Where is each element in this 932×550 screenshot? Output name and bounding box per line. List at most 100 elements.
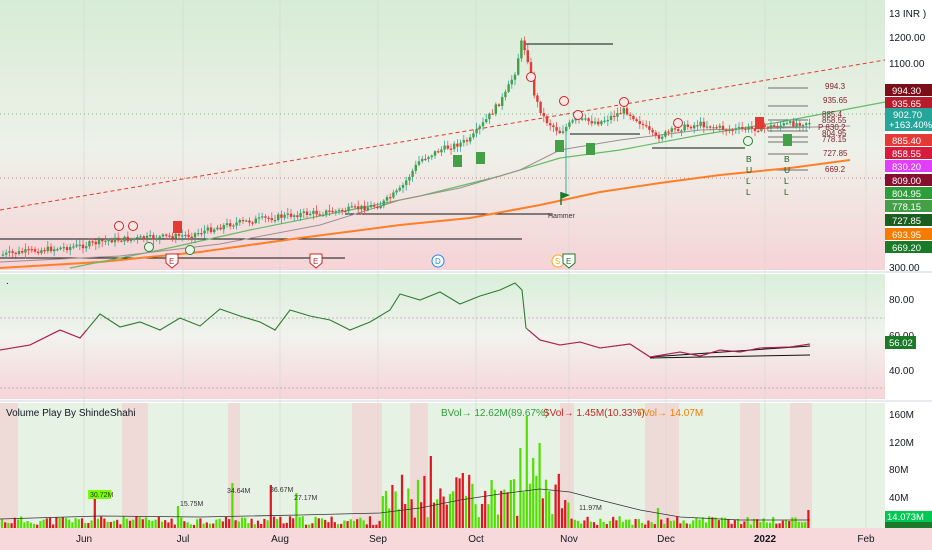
event-markers[interactable]: E E D S E [165,253,576,269]
earnings-marker[interactable]: E [309,253,323,269]
candle-body[interactable] [72,246,75,248]
candle-body[interactable] [539,101,542,114]
volume-bar[interactable] [781,520,784,528]
volume-bars[interactable] [0,416,810,528]
volume-bar[interactable] [381,496,384,528]
volume-bar[interactable] [413,517,416,528]
candle-body[interactable] [734,128,737,131]
volume-bar[interactable] [618,516,621,528]
candle-body[interactable] [449,148,453,150]
volume-bar[interactable] [429,456,432,528]
candle-body[interactable] [305,211,309,215]
volume-bar[interactable] [525,416,528,528]
volume-bar[interactable] [394,491,397,528]
volume-bar[interactable] [490,480,493,528]
candle-body[interactable] [347,206,350,212]
candle-body[interactable] [622,108,625,114]
volume-bar[interactable] [61,517,64,528]
candle-body[interactable] [805,123,808,126]
candle-body[interactable] [801,125,805,127]
volume-bar[interactable] [282,523,285,528]
candle-body[interactable] [584,118,587,120]
candle-body[interactable] [40,250,43,254]
candle-body[interactable] [645,125,648,127]
volume-bar[interactable] [164,520,167,528]
volume-bar[interactable] [576,520,580,528]
candle-body[interactable] [376,206,379,209]
volume-bar[interactable] [544,479,548,528]
candle-body[interactable] [533,74,536,96]
candle-body[interactable] [440,149,443,153]
volume-bar[interactable] [400,474,404,528]
volume-bar[interactable] [663,523,666,528]
volume-bar[interactable] [4,522,7,528]
right-price-axis[interactable]: 13 INR ) 1200.00 1100.00 300.00 994.30 93… [885,9,932,274]
volume-bar[interactable] [708,516,711,528]
volume-bar[interactable] [749,524,752,528]
candle-body[interactable] [293,215,296,217]
volume-bar[interactable] [336,524,340,528]
candle-body[interactable] [414,164,417,171]
candle-body[interactable] [139,236,142,238]
volume-bar[interactable] [100,516,103,528]
volume-bar[interactable] [404,504,407,528]
volume-bar[interactable] [39,521,42,528]
volume-bar[interactable] [256,520,260,528]
volume-bar[interactable] [349,519,352,528]
volume-bar[interactable] [186,522,189,528]
candle-body[interactable] [661,136,664,139]
volume-bar[interactable] [128,520,132,528]
candle-body[interactable] [56,249,59,251]
candle-body[interactable] [728,129,731,132]
candle-body[interactable] [24,249,27,253]
volume-bar[interactable] [468,474,471,528]
candle-body[interactable] [616,113,619,117]
candle-body[interactable] [753,128,757,131]
dashed-trendline[interactable] [0,59,886,211]
candle-body[interactable] [680,130,683,132]
candle-body[interactable] [373,205,376,207]
candle-body[interactable] [456,143,459,147]
candle-body[interactable] [97,239,101,245]
volume-bar[interactable] [68,519,71,528]
candle-body[interactable] [555,127,558,131]
volume-bar[interactable] [621,521,624,528]
volume-bar[interactable] [0,519,4,528]
candle-body[interactable] [453,143,456,150]
volume-bar[interactable] [228,519,231,528]
volume-bar[interactable] [253,524,256,528]
volume-bar[interactable] [269,485,272,528]
candle-body[interactable] [705,126,709,128]
volume-bar[interactable] [557,473,560,528]
volume-bar[interactable] [324,519,327,528]
candle-body[interactable] [37,251,40,254]
candle-body[interactable] [392,192,395,198]
candle-body[interactable] [62,247,65,249]
volume-bar[interactable] [740,524,743,528]
candle-body[interactable] [353,206,357,208]
volume-bar[interactable] [640,522,644,528]
candle-body[interactable] [677,129,680,131]
volume-bar[interactable] [58,517,61,528]
volume-bar[interactable] [138,517,141,528]
volume-bar[interactable] [653,524,656,528]
candle-body[interactable] [171,236,174,239]
volume-bar[interactable] [391,484,394,528]
candle-body[interactable] [670,128,673,132]
earnings-marker[interactable]: E [562,253,576,269]
candle-body[interactable] [606,119,609,122]
volume-bar[interactable] [541,498,544,528]
candle-body[interactable] [53,249,56,252]
volume-bar[interactable] [439,488,442,528]
candle-body[interactable] [184,234,187,237]
buy-signal-marker[interactable] [144,242,154,252]
candle-body[interactable] [398,187,401,191]
candle-body[interactable] [81,244,85,249]
volume-bar[interactable] [388,508,391,528]
candle-body[interactable] [382,200,385,206]
candle-body[interactable] [46,246,49,252]
volume-bar[interactable] [775,523,778,528]
volume-bar[interactable] [471,483,474,528]
candle-body[interactable] [350,206,353,208]
candle-body[interactable] [219,227,222,230]
